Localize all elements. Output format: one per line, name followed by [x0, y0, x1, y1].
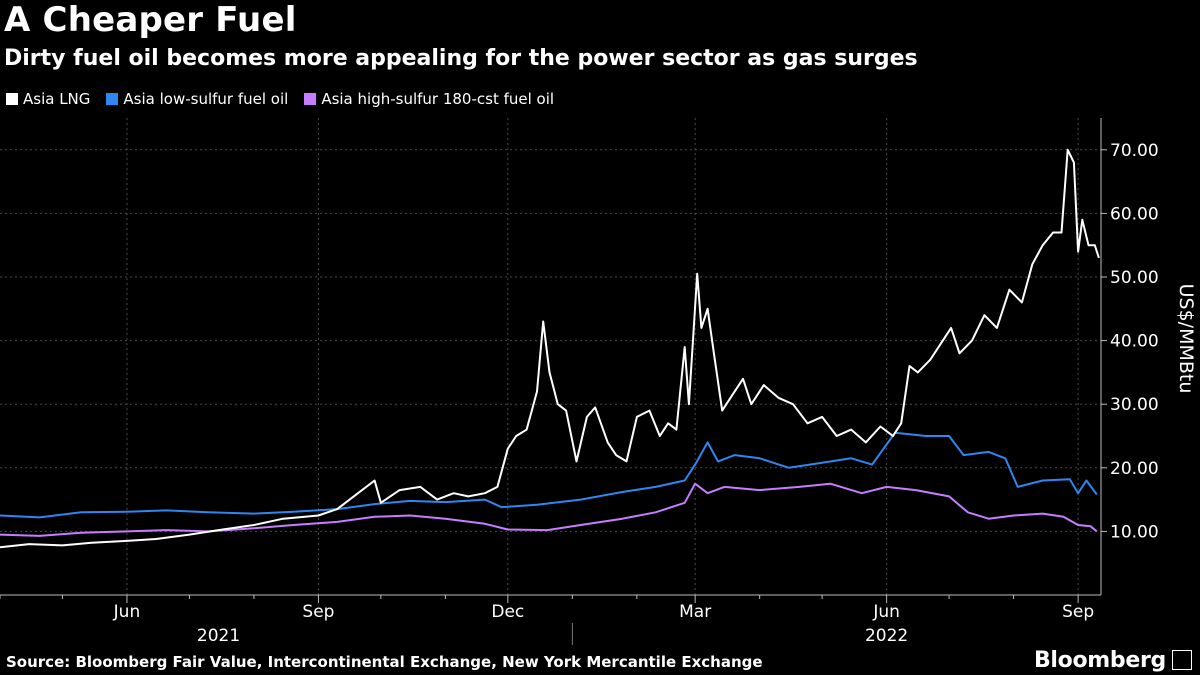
legend: Asia LNG Asia low-sulfur fuel oil Asia h…	[6, 90, 554, 108]
bloomberg-logo-icon	[1172, 650, 1192, 670]
x-tick-label: Sep	[302, 602, 334, 622]
source-note: Source: Bloomberg Fair Value, Interconti…	[6, 653, 763, 671]
chart-title: A Cheaper Fuel	[4, 0, 297, 40]
legend-item-lsfo: Asia low-sulfur fuel oil	[106, 90, 288, 108]
y-tick-label: 20.00	[1110, 459, 1159, 479]
y-tick-label: 50.00	[1110, 268, 1159, 288]
legend-swatch-lng	[6, 93, 18, 105]
legend-swatch-hsfo	[304, 93, 317, 105]
y-tick-label: 70.00	[1110, 141, 1159, 161]
legend-item-hsfo: Asia high-sulfur 180-cst fuel oil	[304, 90, 554, 108]
series-line-asia-lng	[0, 148, 1100, 549]
bloomberg-logo: Bloomberg	[1033, 648, 1166, 673]
legend-item-lng: Asia LNG	[6, 90, 90, 108]
x-year-label: 2021	[197, 626, 240, 646]
x-tick-label: Dec	[491, 602, 524, 622]
y-tick-label: 60.00	[1110, 204, 1159, 224]
legend-swatch-lsfo	[106, 93, 119, 105]
x-tick-label: Jun	[113, 602, 141, 622]
x-tick-label: Sep	[1062, 602, 1094, 622]
y-tick-label: 40.00	[1110, 332, 1159, 352]
series-line-asia-hsfo	[0, 482, 1098, 537]
legend-label-hsfo: Asia high-sulfur 180-cst fuel oil	[321, 90, 555, 108]
y-axis-label: US$/MMBtu	[1175, 284, 1197, 394]
legend-label-lng: Asia LNG	[23, 90, 91, 108]
series-line-asia-lsfo	[0, 431, 1098, 519]
y-tick-label: 10.00	[1110, 522, 1159, 542]
x-tick-label: Jun	[872, 602, 900, 622]
x-year-label: 2022	[865, 626, 908, 646]
legend-label-lsfo: Asia low-sulfur fuel oil	[123, 90, 289, 108]
y-tick-label: 30.00	[1110, 395, 1159, 415]
x-tick-label: Mar	[679, 602, 711, 622]
chart-subtitle: Dirty fuel oil becomes more appealing fo…	[4, 46, 918, 71]
